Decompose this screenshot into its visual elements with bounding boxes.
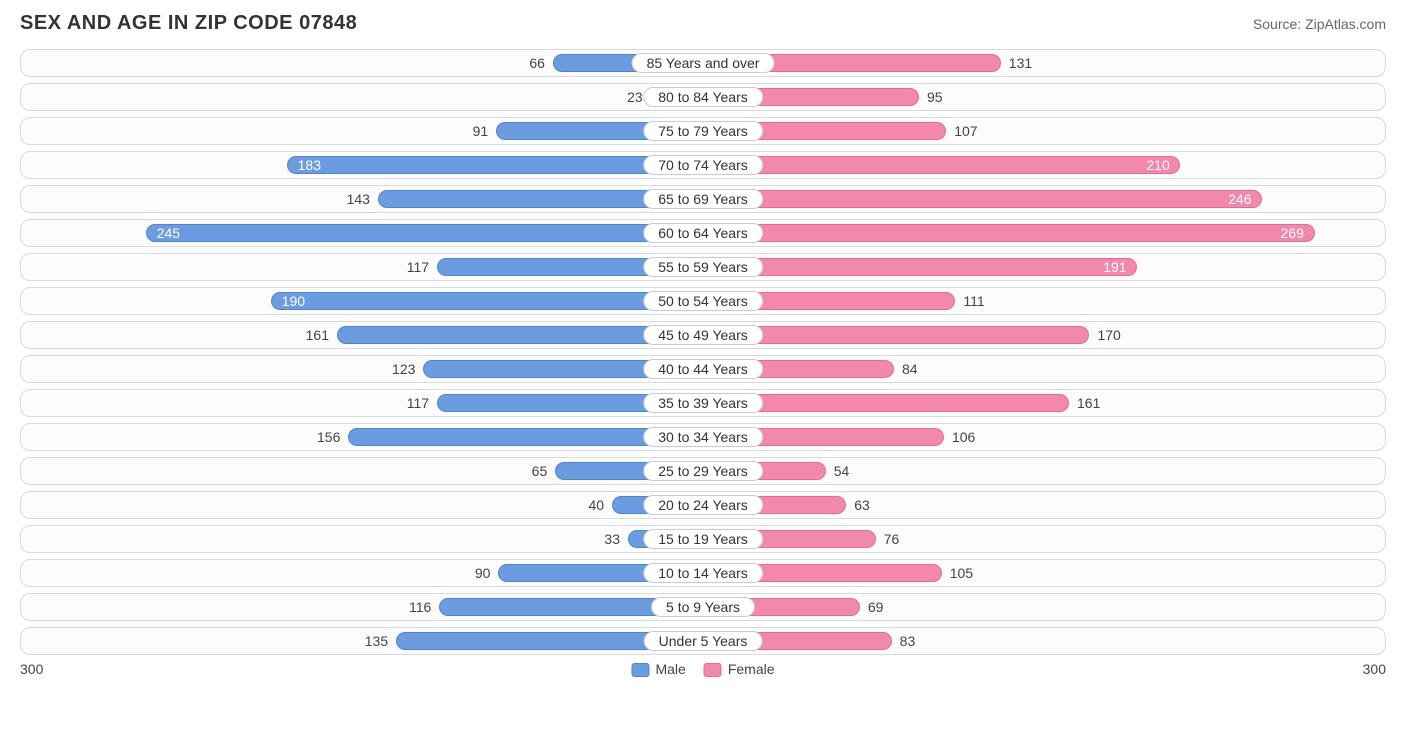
age-range-label: 25 to 29 Years: [643, 461, 763, 481]
age-range-label: Under 5 Years: [644, 631, 763, 651]
age-range-label: 10 to 14 Years: [643, 563, 763, 583]
female-bar: [703, 156, 1180, 174]
female-value: 246: [1228, 186, 1251, 212]
axis-max-left: 300: [20, 661, 43, 677]
age-range-label: 30 to 34 Years: [643, 427, 763, 447]
age-range-label: 65 to 69 Years: [643, 189, 763, 209]
pyramid-row: 135 83 Under 5 Years: [20, 627, 1386, 655]
legend-female-label: Female: [728, 661, 775, 677]
female-value: 84: [902, 356, 918, 382]
age-range-label: 75 to 79 Years: [643, 121, 763, 141]
chart-source: Source: ZipAtlas.com: [1253, 16, 1386, 32]
age-range-label: 35 to 39 Years: [643, 393, 763, 413]
legend: Male Female: [631, 661, 774, 677]
male-value: 135: [365, 628, 388, 654]
male-value: 156: [317, 424, 340, 450]
female-swatch-icon: [704, 663, 722, 677]
female-value: 107: [954, 118, 977, 144]
male-value: 190: [282, 288, 305, 314]
male-value: 161: [306, 322, 329, 348]
legend-item-female: Female: [704, 661, 775, 677]
pyramid-row: 123 84 40 to 44 Years: [20, 355, 1386, 383]
pyramid-row: 117 191 55 to 59 Years: [20, 253, 1386, 281]
age-range-label: 40 to 44 Years: [643, 359, 763, 379]
female-value: 63: [854, 492, 870, 518]
female-value: 76: [884, 526, 900, 552]
pyramid-row: 91 107 75 to 79 Years: [20, 117, 1386, 145]
pyramid-row: 33 76 15 to 19 Years: [20, 525, 1386, 553]
male-value: 23: [627, 84, 643, 110]
pyramid-row: 116 69 5 to 9 Years: [20, 593, 1386, 621]
male-value: 143: [347, 186, 370, 212]
legend-item-male: Male: [631, 661, 685, 677]
legend-male-label: Male: [655, 661, 685, 677]
female-value: 210: [1146, 152, 1169, 178]
male-value: 90: [475, 560, 491, 586]
male-value: 117: [407, 390, 429, 416]
male-bar: [271, 292, 703, 310]
male-value: 183: [298, 152, 321, 178]
male-value: 66: [529, 50, 545, 76]
pyramid-row: 65 54 25 to 29 Years: [20, 457, 1386, 485]
female-bar: [703, 190, 1262, 208]
male-value: 91: [473, 118, 489, 144]
axis-max-right: 300: [1363, 661, 1386, 677]
chart-title: SEX AND AGE IN ZIP CODE 07848: [20, 12, 357, 35]
age-range-label: 15 to 19 Years: [643, 529, 763, 549]
male-bar: [287, 156, 703, 174]
male-value: 40: [589, 492, 605, 518]
female-bar: [703, 224, 1315, 242]
age-range-label: 70 to 74 Years: [643, 155, 763, 175]
female-value: 161: [1077, 390, 1100, 416]
pyramid-row: 117 161 35 to 39 Years: [20, 389, 1386, 417]
pyramid-row: 245 269 60 to 64 Years: [20, 219, 1386, 247]
population-pyramid: 66 131 85 Years and over 23 95 80 to 84 Years…: [20, 49, 1386, 655]
male-value: 123: [392, 356, 415, 382]
age-range-label: 85 Years and over: [632, 53, 775, 73]
male-value: 116: [409, 594, 431, 620]
male-bar: [146, 224, 703, 242]
female-value: 106: [952, 424, 975, 450]
female-value: 131: [1009, 50, 1032, 76]
female-value: 191: [1103, 254, 1126, 280]
female-value: 95: [927, 84, 943, 110]
age-range-label: 80 to 84 Years: [643, 87, 763, 107]
age-range-label: 20 to 24 Years: [643, 495, 763, 515]
pyramid-row: 143 246 65 to 69 Years: [20, 185, 1386, 213]
age-range-label: 45 to 49 Years: [643, 325, 763, 345]
female-value: 54: [834, 458, 850, 484]
chart-header: SEX AND AGE IN ZIP CODE 07848 Source: Zi…: [20, 12, 1386, 35]
male-value: 33: [604, 526, 620, 552]
age-range-label: 50 to 54 Years: [643, 291, 763, 311]
pyramid-row: 190 111 50 to 54 Years: [20, 287, 1386, 315]
age-range-label: 5 to 9 Years: [651, 597, 755, 617]
male-value: 245: [157, 220, 180, 246]
age-range-label: 55 to 59 Years: [643, 257, 763, 277]
pyramid-row: 40 63 20 to 24 Years: [20, 491, 1386, 519]
male-value: 65: [532, 458, 548, 484]
female-value: 105: [950, 560, 973, 586]
pyramid-row: 183 210 70 to 74 Years: [20, 151, 1386, 179]
pyramid-row: 66 131 85 Years and over: [20, 49, 1386, 77]
female-value: 170: [1097, 322, 1120, 348]
female-value: 69: [868, 594, 884, 620]
chart-footer: 300 Male Female 300: [20, 661, 1386, 683]
female-value: 111: [963, 288, 984, 314]
female-value: 83: [900, 628, 916, 654]
pyramid-row: 90 105 10 to 14 Years: [20, 559, 1386, 587]
pyramid-row: 23 95 80 to 84 Years: [20, 83, 1386, 111]
age-range-label: 60 to 64 Years: [643, 223, 763, 243]
pyramid-row: 161 170 45 to 49 Years: [20, 321, 1386, 349]
male-swatch-icon: [631, 663, 649, 677]
female-value: 269: [1281, 220, 1304, 246]
male-value: 117: [407, 254, 429, 280]
pyramid-row: 156 106 30 to 34 Years: [20, 423, 1386, 451]
female-bar: [703, 258, 1137, 276]
